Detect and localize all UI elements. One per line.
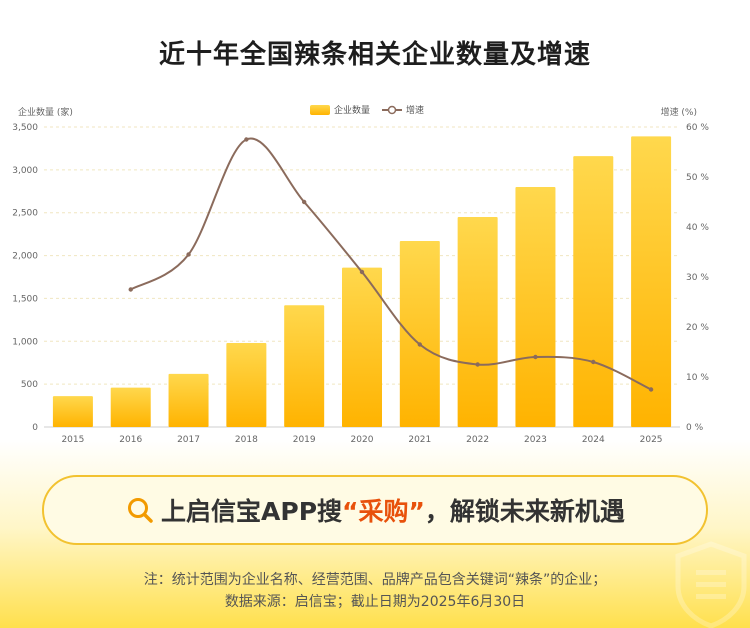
x-tick-label: 2017 <box>177 435 200 445</box>
growth-point-2021[interactable] <box>417 342 423 347</box>
y-left-tick-label: 500 <box>21 380 38 390</box>
bar-2018[interactable] <box>226 343 267 427</box>
promo-text-before: 上启信宝APP搜 <box>161 497 343 526</box>
chart-title: 近十年全国辣条相关企业数量及增速 <box>158 40 591 70</box>
brand-watermark <box>675 541 747 628</box>
y-right-tick-label: 50 % <box>686 173 709 183</box>
bar-2020[interactable] <box>342 267 382 427</box>
y-left-tick-label: 2,000 <box>12 252 38 262</box>
growth-point-2020[interactable] <box>359 269 365 275</box>
bar-2024[interactable] <box>573 156 614 427</box>
bar-2021[interactable] <box>399 241 440 427</box>
bar-2019[interactable] <box>284 305 325 427</box>
growth-point-2022[interactable] <box>475 362 480 367</box>
growth-point-2016[interactable] <box>128 287 133 292</box>
combo-chart: 0 500 1,000 1,500 2,000 2,500 3,000 3,500 0 % 10 … <box>12 104 709 445</box>
search-icon <box>128 498 153 523</box>
bar-2017[interactable] <box>168 373 209 427</box>
growth-point-2018[interactable] <box>244 137 249 142</box>
y-right-tick-label: 40 % <box>686 223 709 233</box>
left-axis-label: 企业数量 (家) <box>18 106 73 118</box>
legend[interactable]: 企业数量 增速 <box>310 104 424 116</box>
growth-point-2023[interactable] <box>533 354 538 360</box>
x-tick-label: 2019 <box>293 435 316 445</box>
y-left-tick-label: 2,500 <box>12 209 38 219</box>
y-right-tick-label: 30 % <box>686 273 709 283</box>
x-tick-label: 2024 <box>582 435 605 445</box>
growth-point-2025[interactable] <box>648 387 654 392</box>
x-tick-label: 2022 <box>466 435 489 445</box>
y-left-tick-label: 0 <box>32 423 38 433</box>
bar-2015[interactable] <box>52 396 93 427</box>
x-tick-label: 2018 <box>235 435 258 445</box>
y-right-tick-label: 20 % <box>686 323 709 333</box>
y-left-tick-label: 1,000 <box>12 337 38 347</box>
bar-layer <box>52 136 672 427</box>
right-axis-label: 增速 (%) <box>661 106 697 118</box>
x-tick-label: 2025 <box>640 435 663 445</box>
promo-highlight: “采购” <box>342 497 425 526</box>
bar-2016[interactable] <box>110 387 151 427</box>
promo-text: 上启信宝APP搜“采购”，解锁未来新机遇 <box>161 492 625 528</box>
y-right-tick-label: 0 % <box>686 423 704 433</box>
y-right-tick-label: 10 % <box>686 373 709 383</box>
promo-text-after: ，解锁未来新机遇 <box>424 497 625 526</box>
line-layer <box>128 137 654 392</box>
bar-2023[interactable] <box>515 187 556 427</box>
growth-point-2017[interactable] <box>186 252 191 257</box>
x-tick-label: 2020 <box>351 435 374 445</box>
growth-point-2019[interactable] <box>301 199 307 205</box>
y-left-tick-label: 3,500 <box>12 123 38 133</box>
bar-2022[interactable] <box>457 217 498 427</box>
bar-2025[interactable] <box>631 136 672 427</box>
growth-point-2024[interactable] <box>591 359 596 365</box>
promo-banner[interactable]: 上启信宝APP搜“采购”，解锁未来新机遇 <box>42 475 708 545</box>
y-left-tick-label: 3,000 <box>12 166 38 176</box>
x-tick-label: 2016 <box>119 435 142 445</box>
x-tick-label: 2021 <box>408 435 431 445</box>
legend-bar-swatch <box>310 105 330 115</box>
x-tick-label: 2015 <box>61 435 84 445</box>
legend-bar-label: 企业数量 <box>334 104 370 116</box>
y-left-tick-label: 1,500 <box>12 294 38 304</box>
legend-line-marker <box>387 105 397 115</box>
x-tick-label: 2023 <box>524 435 547 445</box>
legend-line-label: 增速 <box>406 104 424 116</box>
footnote-source: 数据来源：启信宝；截止日期为2025年6月30日 <box>224 594 526 610</box>
growth-line <box>130 137 652 391</box>
y-right-tick-label: 60 % <box>686 123 709 133</box>
axis-layer: 0 500 1,000 1,500 2,000 2,500 3,000 3,500 0 % 10 … <box>12 123 709 445</box>
footnote-scope: 注：统计范围为企业名称、经营范围、品牌产品包含关键词“辣条”的企业； <box>143 572 607 588</box>
